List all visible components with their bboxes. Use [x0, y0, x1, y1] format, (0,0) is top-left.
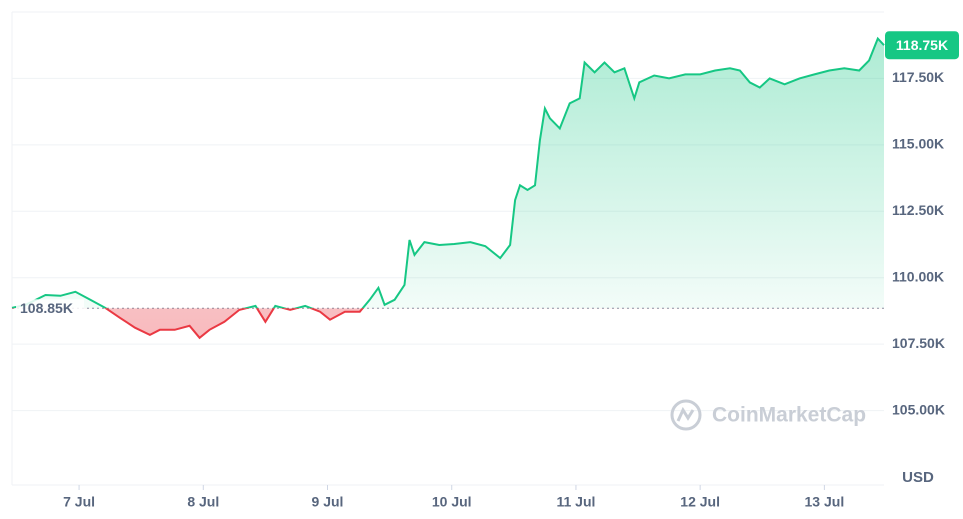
watermark-text: CoinMarketCap [712, 404, 866, 427]
labels: 105.00K 107.50K 110.00K 112.50K 115.00K 117.5… [16, 31, 959, 510]
lines [11, 36, 885, 340]
area-below [105, 308, 363, 338]
price-line-below [12, 308, 364, 340]
y-tick-label: 107.50K [892, 335, 945, 351]
last-price-tag [885, 31, 959, 60]
x-tick-label: 8 Jul [187, 494, 219, 510]
baseline-label: 108.85K [20, 300, 73, 316]
y-tick-label: 117.50K [892, 69, 944, 85]
x-tick-label: 13 Jul [805, 494, 845, 510]
x-tick-label: 7 Jul [63, 494, 95, 510]
watermark-logo [676, 406, 695, 422]
x-tick-label: 12 Jul [680, 494, 720, 510]
areas [12, 38, 884, 338]
y-tick-label: 105.00K [892, 401, 945, 417]
price-line [11, 36, 885, 309]
x-tick-label: 10 Jul [432, 494, 472, 510]
watermark: CoinMarketCap [670, 399, 866, 431]
baseline-label-bg [16, 299, 84, 318]
x-tick-label: 11 Jul [556, 494, 595, 510]
x-tick-label: 9 Jul [312, 494, 344, 510]
y-unit: USD [902, 469, 934, 486]
y-tick-label: 110.00K [892, 268, 944, 284]
last-price-label: 118.75K [896, 37, 948, 53]
y-tick-label: 112.50K [892, 202, 944, 218]
watermark-logo [670, 399, 702, 431]
y-tick-label: 115.00K [892, 136, 944, 152]
area-above [12, 38, 884, 309]
